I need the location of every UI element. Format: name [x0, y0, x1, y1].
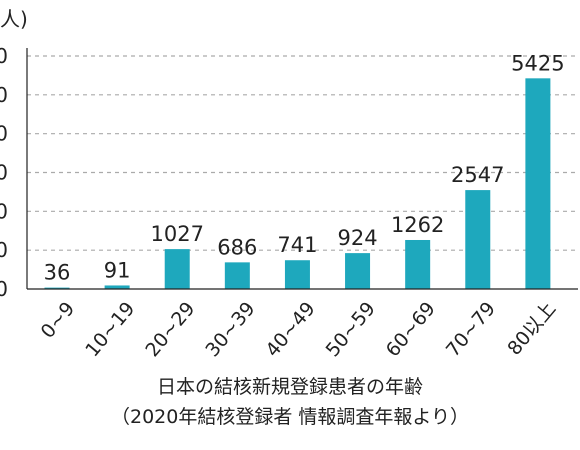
x-tick-label: 50~59	[322, 298, 380, 361]
bar	[284, 260, 310, 289]
y-tick-label: 0	[0, 277, 8, 301]
bar	[465, 190, 491, 289]
x-tick-label: 70~79	[442, 298, 500, 361]
x-tick-label: 0~9	[37, 298, 80, 343]
bar	[104, 285, 130, 289]
x-tick-label: 40~49	[262, 298, 320, 361]
bar	[164, 249, 190, 289]
grid-lines	[27, 55, 578, 251]
y-tick-label: 000	[0, 161, 8, 185]
x-axis-ticks: 0~9 10~19 20~29 30~39 40~49 50~59 60~69 70~79 80…	[37, 298, 561, 361]
x-tick-label: 20~29	[141, 298, 199, 361]
data-label: 1027	[150, 222, 203, 246]
y-tick-label: 000	[0, 238, 8, 262]
y-tick-label: 000	[0, 83, 8, 107]
x-tick-label: 30~39	[201, 298, 259, 361]
x-tick-label: 10~19	[81, 298, 139, 361]
y-axis-ticks: 0000000000000000000	[0, 44, 8, 301]
bar	[345, 253, 371, 289]
data-label: 924	[338, 226, 378, 250]
data-label: 1262	[391, 213, 444, 237]
x-axis-title: 日本の結核新規登録患者の年齢	[156, 376, 423, 398]
data-label: 2547	[451, 163, 504, 187]
data-label: 36	[44, 261, 71, 285]
x-tick-label: 60~69	[382, 298, 440, 361]
bar	[224, 262, 250, 289]
y-axis-unit-label: 人)	[0, 7, 28, 31]
data-label: 5425	[511, 51, 564, 75]
bars	[44, 78, 551, 290]
data-label: 741	[277, 233, 317, 257]
data-label: 686	[217, 235, 257, 259]
value-labels: 36 91 1027 686 741 924 1262 2547 5425	[44, 51, 565, 284]
data-label: 91	[104, 258, 131, 282]
bar	[525, 78, 551, 290]
y-tick-label: 000	[0, 44, 8, 68]
y-tick-label: 000	[0, 199, 8, 223]
y-tick-label: 000	[0, 122, 8, 146]
source-note: （2020年結核登録者 情報調査年報より）	[110, 406, 469, 428]
bar	[405, 239, 431, 289]
x-tick-label: 80以上	[503, 298, 560, 360]
bar	[44, 287, 70, 289]
